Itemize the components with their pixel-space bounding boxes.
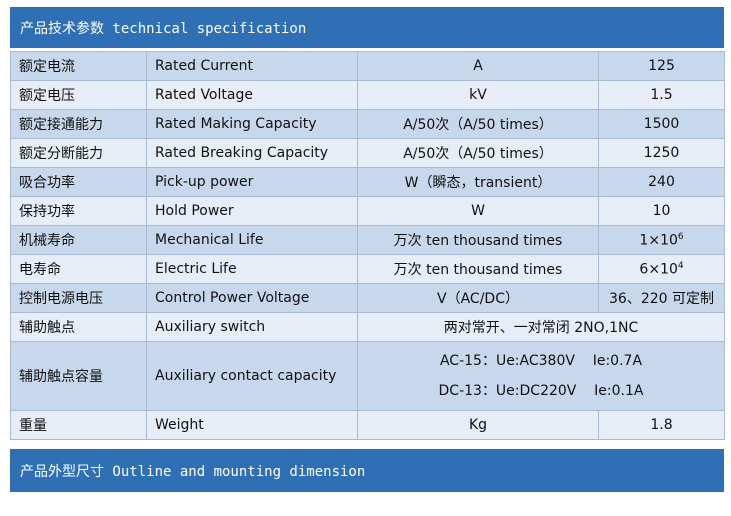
- table-cell: 1250: [598, 138, 725, 168]
- table-cell: 额定电压: [10, 80, 147, 110]
- table-cell: 6×104: [598, 254, 725, 284]
- table-cell: 保持功率: [10, 196, 147, 226]
- footer-title: 产品外型尺寸 Outline and mounting dimension: [10, 449, 724, 492]
- table-row: 吸合功率 Pick-up power W（瞬态，transient） 240: [10, 167, 725, 197]
- table-cell: Kg: [357, 410, 599, 440]
- table-cell: Weight: [146, 410, 358, 440]
- table-cell: 240: [598, 167, 725, 197]
- table-row: 机械寿命 Mechanical Life 万次 ten thousand times…: [10, 225, 725, 255]
- table-cell: Rated Voltage: [146, 80, 358, 110]
- table-cell: 125: [598, 51, 725, 81]
- table-row: 额定电压 Rated Voltage kV 1.5: [10, 80, 725, 110]
- table-cell: 辅助触点容量: [10, 341, 147, 411]
- table-cell: 1500: [598, 109, 725, 139]
- table-cell: A/50次（A/50 times）: [357, 109, 599, 139]
- table-row: 重量 Weight Kg 1.8: [10, 410, 725, 440]
- table-cell: 额定接通能力: [10, 109, 147, 139]
- table-cell: W（瞬态，transient）: [357, 167, 599, 197]
- table-cell: 机械寿命: [10, 225, 147, 255]
- table-cell: A/50次（A/50 times）: [357, 138, 599, 168]
- table-cell: Hold Power: [146, 196, 358, 226]
- cell-base: 6×10: [639, 261, 678, 278]
- table-row: 额定电流 Rated Current A 125: [10, 51, 725, 81]
- table-cell: Auxiliary switch: [146, 312, 358, 342]
- table-row: 电寿命 Electric Life 万次 ten thousand times 6×1…: [10, 254, 725, 284]
- table-cell: 额定分断能力: [10, 138, 147, 168]
- table-row: 额定分断能力 Rated Breaking Capacity A/50次（A/50 …: [10, 138, 725, 168]
- table-row: 控制电源电压 Control Power Voltage V（AC/DC） 36、22…: [10, 283, 725, 313]
- table-cell: AC-15：Ue:AC380V Ie:0.7A DC-13：Ue:DC220V I…: [357, 341, 725, 411]
- table-cell: 万次 ten thousand times: [357, 254, 599, 284]
- table-cell: 两对常开、一对常闭 2NO,1NC: [357, 312, 725, 342]
- table-row: 额定接通能力 Rated Making Capacity A/50次（A/50 ti…: [10, 109, 725, 139]
- table-cell: 36、220 可定制: [598, 283, 725, 313]
- table-cell: V（AC/DC）: [357, 283, 599, 313]
- table-cell: Pick-up power: [146, 167, 358, 197]
- table-cell: W: [357, 196, 599, 226]
- table-row: 保持功率 Hold Power W 10: [10, 196, 725, 226]
- cell-line: DC-13：Ue:DC220V Ie:0.1A: [438, 383, 644, 399]
- table-cell: 额定电流: [10, 51, 147, 81]
- table-cell: Electric Life: [146, 254, 358, 284]
- header-title: 产品技术参数 technical specification: [10, 7, 724, 48]
- table-cell: 吸合功率: [10, 167, 147, 197]
- table-cell: 电寿命: [10, 254, 147, 284]
- cell-exponent: 6: [677, 231, 684, 242]
- table-cell: A: [357, 51, 599, 81]
- table-cell: 万次 ten thousand times: [357, 225, 599, 255]
- table-cell: 辅助触点: [10, 312, 147, 342]
- spec-table: 额定电流 Rated Current A 125 额定电压 Rated Voltage kV…: [10, 51, 725, 440]
- table-cell: Control Power Voltage: [146, 283, 358, 313]
- table-cell: Auxiliary contact capacity: [146, 341, 358, 411]
- table-cell: 1.5: [598, 80, 725, 110]
- table-cell: kV: [357, 80, 599, 110]
- table-cell: Rated Current: [146, 51, 358, 81]
- table-cell: 1×106: [598, 225, 725, 255]
- cell-line: AC-15：Ue:AC380V Ie:0.7A: [439, 353, 643, 369]
- table-row: 辅助触点容量 Auxiliary contact capacity AC-15：Ue…: [10, 341, 725, 411]
- table-cell: Mechanical Life: [146, 225, 358, 255]
- table-cell: Rated Breaking Capacity: [146, 138, 358, 168]
- cell-base: 1×10: [639, 232, 678, 249]
- table-cell: 控制电源电压: [10, 283, 147, 313]
- cell-exponent: 4: [677, 260, 684, 271]
- table-cell: 重量: [10, 410, 147, 440]
- table-row: 辅助触点 Auxiliary switch 两对常开、一对常闭 2NO,1NC: [10, 312, 725, 342]
- table-cell: 1.8: [598, 410, 725, 440]
- table-cell: Rated Making Capacity: [146, 109, 358, 139]
- table-cell: 10: [598, 196, 725, 226]
